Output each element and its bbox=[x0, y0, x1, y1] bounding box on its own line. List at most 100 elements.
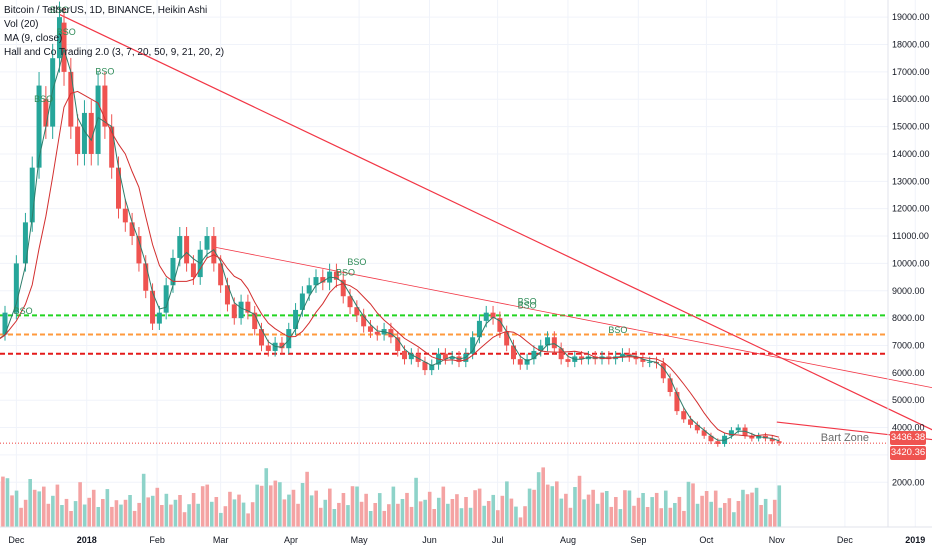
volume-bar bbox=[455, 494, 459, 527]
volume-bar bbox=[60, 505, 64, 527]
volume-bar bbox=[713, 490, 718, 527]
y-tick-label: 16000.00 bbox=[892, 94, 930, 104]
volume-bar bbox=[287, 494, 291, 527]
x-tick-label: 2019 bbox=[905, 535, 925, 545]
candle-body bbox=[170, 257, 176, 286]
volume-bar bbox=[282, 499, 287, 527]
volume-bar bbox=[709, 501, 713, 527]
volume-bar bbox=[296, 503, 300, 527]
volume-bar bbox=[146, 497, 151, 527]
volume-bar bbox=[123, 499, 128, 527]
volume-bar bbox=[700, 495, 704, 527]
volume-bar bbox=[364, 493, 368, 527]
volume-indicator-label[interactable]: Vol (20) bbox=[4, 19, 39, 30]
volume-bar bbox=[641, 493, 645, 527]
volume-bar bbox=[228, 491, 232, 527]
candle-body bbox=[122, 208, 128, 223]
volume-bar bbox=[632, 505, 636, 527]
x-tick-label: Oct bbox=[699, 535, 714, 545]
volume-bar bbox=[536, 472, 541, 527]
volume-bar bbox=[46, 503, 51, 527]
volume-bar bbox=[91, 489, 96, 527]
volume-bar bbox=[405, 492, 409, 527]
candle-body bbox=[715, 441, 721, 444]
volume-bar bbox=[332, 509, 337, 527]
volume-bar bbox=[473, 490, 477, 527]
volume-bar bbox=[623, 490, 627, 527]
candle-body bbox=[299, 293, 305, 310]
candle-body bbox=[497, 318, 503, 332]
y-tick-label: 11000.00 bbox=[892, 231, 929, 241]
volume-bar bbox=[759, 505, 763, 527]
candle-body bbox=[29, 167, 35, 223]
volume-bar bbox=[414, 477, 418, 527]
last-price-tag: 3436.38 bbox=[890, 430, 926, 445]
candles bbox=[2, 1, 782, 447]
volume-bar bbox=[491, 494, 496, 527]
hall-indicator-label[interactable]: Hall and Co Trading 2.0 (3, 7, 20, 50, 9… bbox=[4, 47, 225, 58]
candle-body bbox=[293, 309, 299, 330]
candle-body bbox=[429, 364, 435, 371]
volume-bar bbox=[278, 482, 282, 527]
volume-bar bbox=[155, 487, 160, 527]
volume-bar bbox=[1, 476, 5, 527]
volume-bar bbox=[237, 494, 241, 527]
candle-body bbox=[252, 312, 258, 330]
second-price-tag: 3420.36 bbox=[890, 446, 926, 461]
trendline[interactable] bbox=[59, 13, 932, 476]
candle-body bbox=[558, 348, 564, 360]
volume-bar bbox=[368, 511, 373, 527]
volume-bar bbox=[718, 507, 723, 527]
candle-body bbox=[36, 85, 42, 168]
candle-body bbox=[367, 326, 373, 332]
volume-bar bbox=[137, 502, 141, 527]
volume-bar bbox=[132, 510, 137, 527]
volume-bar bbox=[41, 486, 46, 527]
time-axis[interactable]: Dec 2018 Feb Mar Apr May Jun Jul Aug Sep Oct Nov Dec… bbox=[8, 535, 932, 545]
candle-body bbox=[660, 363, 666, 379]
ma-indicator-label[interactable]: MA (9, close) bbox=[4, 33, 63, 44]
candle-body bbox=[313, 277, 319, 286]
bso-signal-label: BSO bbox=[34, 94, 53, 104]
volume-bar bbox=[682, 510, 686, 527]
candle-body bbox=[483, 312, 489, 321]
volume-bar bbox=[618, 509, 623, 527]
trendline[interactable] bbox=[213, 246, 932, 407]
candle-body bbox=[708, 435, 714, 442]
x-tick-label: Nov bbox=[769, 535, 786, 545]
y-tick-label: 2000.00 bbox=[892, 477, 925, 487]
volume-bar bbox=[250, 502, 255, 527]
volume-bar bbox=[645, 507, 650, 527]
volume-bar bbox=[209, 501, 214, 527]
volume-bar bbox=[55, 484, 60, 527]
volume-bar bbox=[509, 498, 514, 527]
y-tick-label: 19000.00 bbox=[892, 12, 930, 22]
volume-bar bbox=[722, 503, 727, 527]
y-tick-label: 7000.00 bbox=[892, 340, 925, 350]
candle-body bbox=[238, 301, 244, 319]
candle-body bbox=[579, 356, 585, 360]
volume-bar bbox=[727, 498, 732, 527]
volume-bar bbox=[654, 492, 659, 527]
candle-body bbox=[728, 430, 734, 436]
candle-body bbox=[735, 427, 741, 431]
bso-signal-label: BSO bbox=[518, 296, 537, 306]
candle-body bbox=[224, 285, 230, 305]
volume-bar bbox=[432, 509, 437, 527]
volume-bar bbox=[232, 499, 237, 527]
volume-bar bbox=[305, 471, 309, 527]
candle-body bbox=[776, 441, 782, 443]
candle-body bbox=[510, 345, 516, 360]
volume-bar bbox=[441, 486, 446, 527]
price-axis[interactable]: 21000.0020000.0019000.0018000.0017000.00… bbox=[892, 0, 930, 487]
ma-fast-line bbox=[0, 47, 780, 442]
volume-bar bbox=[101, 499, 105, 527]
x-tick-label: Jun bbox=[422, 535, 437, 545]
symbol-title[interactable]: Bitcoin / TetherUS, 1D, BINANCE, Heikin … bbox=[4, 5, 208, 16]
candle-body bbox=[551, 337, 557, 349]
volume-bar bbox=[300, 483, 305, 527]
x-tick-label: May bbox=[351, 535, 369, 545]
volume-bar bbox=[219, 512, 223, 527]
volume-bar bbox=[268, 485, 273, 527]
